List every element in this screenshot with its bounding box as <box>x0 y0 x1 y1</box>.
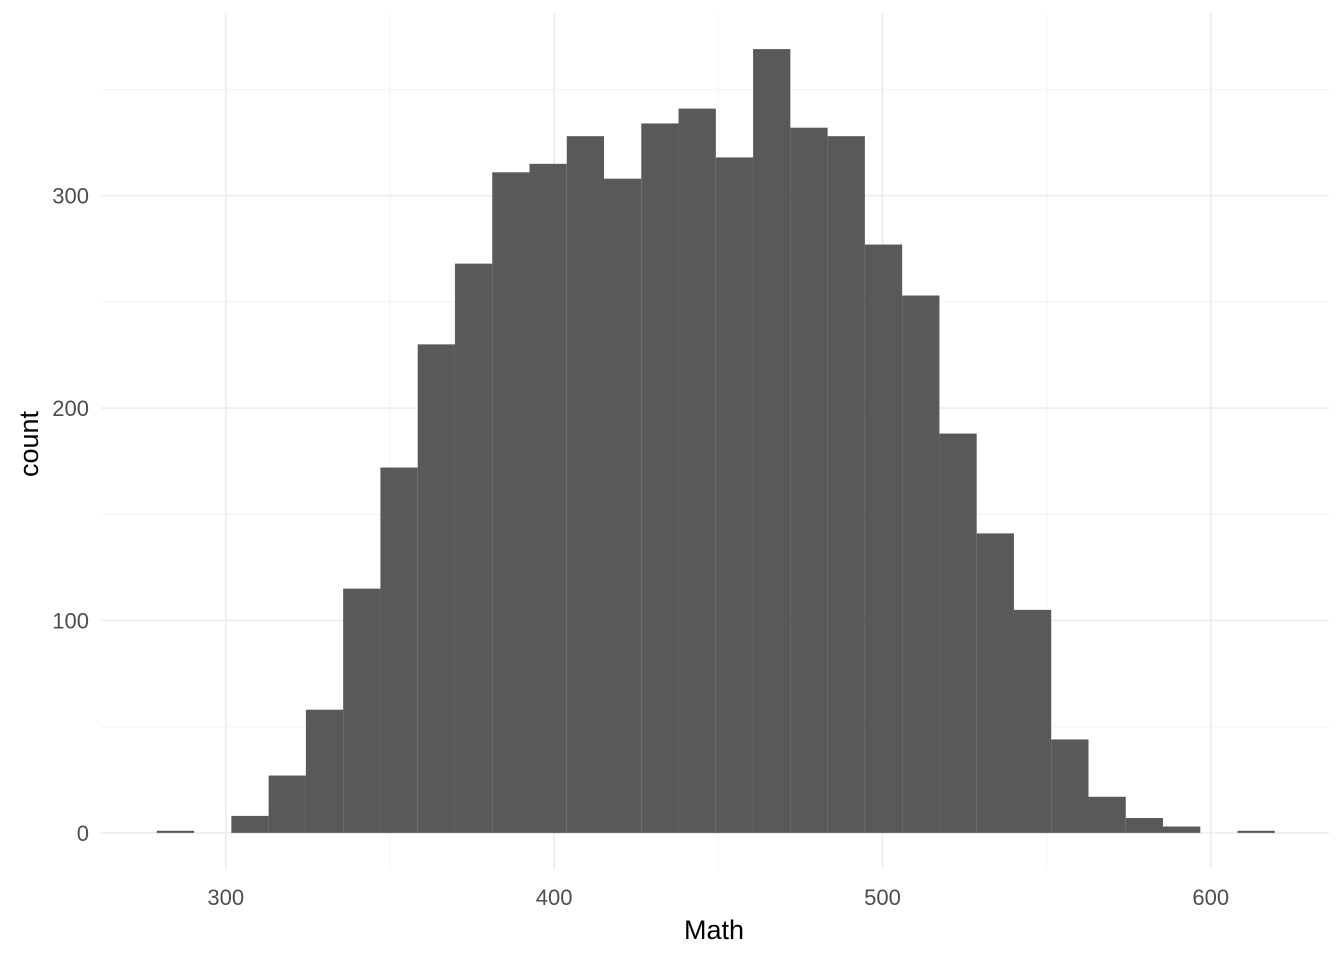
histogram-bar <box>902 295 940 833</box>
histogram-bar <box>1237 830 1275 833</box>
y-axis-title: count <box>14 410 44 477</box>
histogram-bar <box>1163 826 1201 833</box>
y-axis-ticks: 0 100 200 300 <box>52 184 89 846</box>
x-tick-label: 600 <box>1192 885 1229 910</box>
histogram-bar <box>827 136 865 833</box>
histogram-bar <box>1013 609 1052 833</box>
y-tick-label: 100 <box>52 608 89 633</box>
x-axis-title: Math <box>684 915 744 945</box>
histogram-bar <box>976 533 1014 833</box>
histogram-bar <box>1088 796 1126 833</box>
histogram-bar <box>753 49 791 833</box>
x-axis-ticks: 300 400 500 600 <box>207 885 1229 910</box>
histogram-bar <box>156 830 195 833</box>
y-tick-label: 300 <box>52 184 89 209</box>
histogram-bar <box>417 344 455 833</box>
histogram-bar <box>268 775 306 833</box>
histogram-bar <box>380 467 418 833</box>
histogram-bar <box>939 433 977 833</box>
x-tick-label: 500 <box>864 885 901 910</box>
histogram-bar <box>790 127 828 833</box>
histogram-bar <box>1051 739 1089 833</box>
y-tick-label: 0 <box>77 821 89 846</box>
histogram-bar <box>604 178 642 833</box>
histogram-bar <box>641 123 679 833</box>
histogram-bar <box>864 244 903 833</box>
histogram-bar <box>529 163 567 833</box>
y-tick-label: 200 <box>52 396 89 421</box>
histogram-bar <box>1125 818 1164 833</box>
histogram-bar <box>454 263 493 833</box>
histogram-bar <box>715 157 754 833</box>
histogram-bar <box>305 709 344 833</box>
histogram-bars <box>156 49 1275 833</box>
histogram-bar <box>343 588 381 833</box>
x-tick-label: 300 <box>207 885 244 910</box>
histogram-bar <box>231 815 269 833</box>
histogram-bar <box>492 172 530 833</box>
histogram-bar <box>566 136 605 833</box>
histogram-bar <box>678 108 716 833</box>
x-tick-label: 400 <box>536 885 573 910</box>
